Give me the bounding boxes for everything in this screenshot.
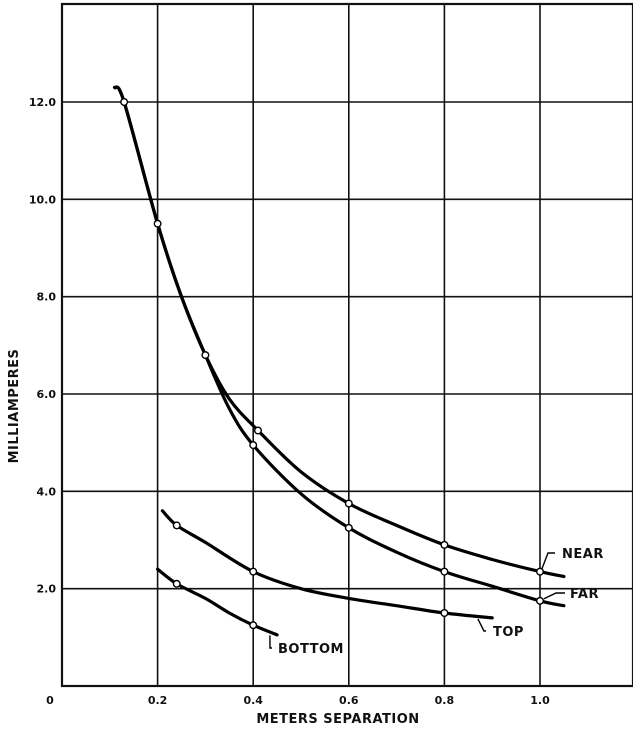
leader-top xyxy=(477,618,486,632)
curve-top xyxy=(160,509,494,620)
plot-frame xyxy=(60,2,633,688)
x-tick-label: 0 xyxy=(46,694,54,707)
curve-label-bottom: BOTTOM xyxy=(278,642,344,657)
y-tick-label: 12.0 xyxy=(29,96,56,109)
data-point-far xyxy=(536,596,545,605)
curve-near xyxy=(113,85,566,579)
data-point-top xyxy=(172,521,181,530)
x-tick-label: 1.0 xyxy=(530,694,550,707)
data-point-near xyxy=(120,97,129,106)
data-point-bottom xyxy=(172,579,181,588)
data-point-near xyxy=(440,540,449,549)
data-point-far xyxy=(344,523,353,532)
x-tick-label: 0.4 xyxy=(243,694,263,707)
leader-near xyxy=(541,552,555,569)
curves xyxy=(113,85,566,637)
x-tick-label: 0.6 xyxy=(339,694,359,707)
data-point-near xyxy=(536,567,545,576)
x-tick-label: 0.2 xyxy=(148,694,168,707)
data-point-top xyxy=(440,609,449,618)
leader-bottom xyxy=(269,635,272,649)
data-point-far xyxy=(249,441,258,450)
leader-far xyxy=(543,592,565,600)
data-point-near xyxy=(201,351,210,360)
data-point-bottom xyxy=(249,621,258,630)
y-tick-label: 6.0 xyxy=(37,388,57,401)
y-tick-label: 4.0 xyxy=(37,485,57,498)
y-axis-title: MILLIAMPERES xyxy=(7,349,22,464)
y-tick-label: 8.0 xyxy=(37,291,57,304)
data-point-top xyxy=(249,567,258,576)
curve-label-near: NEAR xyxy=(562,547,604,562)
x-tick-label: 0.8 xyxy=(435,694,455,707)
data-point-near xyxy=(344,499,353,508)
curve-labels: NEAR FAR TOP BOTTOM xyxy=(269,547,604,657)
curve-bottom xyxy=(156,567,279,637)
data-point-near xyxy=(253,426,262,435)
curve-label-far: FAR xyxy=(570,587,599,602)
y-tick-label: 2.0 xyxy=(37,583,57,596)
data-point-near xyxy=(153,219,162,228)
x-axis-title: METERS SEPARATION xyxy=(256,712,419,727)
data-point-far xyxy=(440,567,449,576)
tick-labels: 0 0.2 0.4 0.6 0.8 1.0 2.0 4.0 6.0 8.0 10.0 12.0 xyxy=(29,96,550,707)
curve-label-top: TOP xyxy=(493,625,524,640)
grid-lines xyxy=(62,4,633,686)
y-tick-label: 10.0 xyxy=(29,193,56,206)
